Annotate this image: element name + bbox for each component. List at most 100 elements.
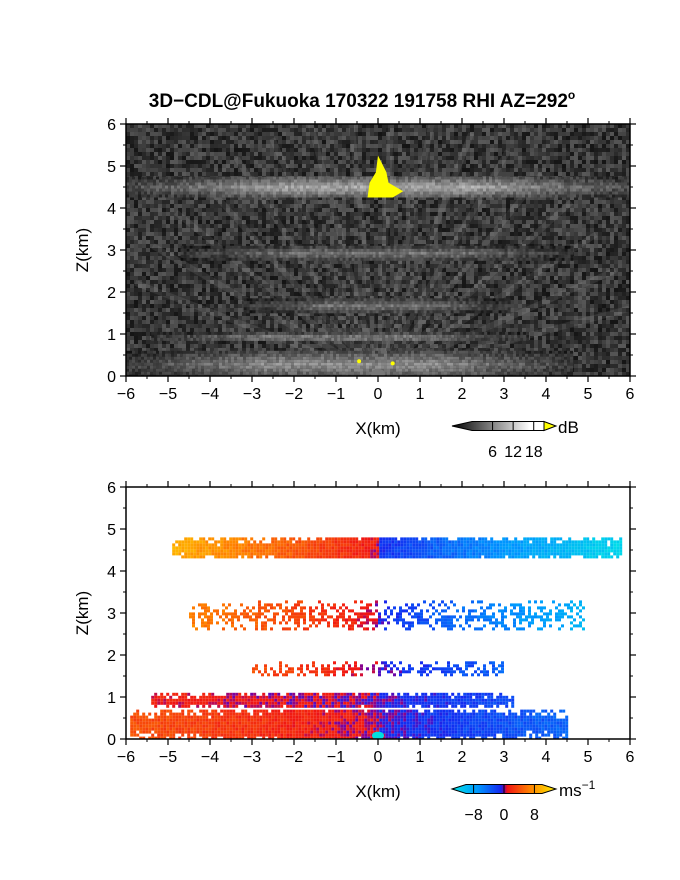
noise-cell [602, 124, 606, 128]
noise-cell [574, 240, 578, 244]
noise-cell [402, 268, 406, 272]
noise-cell [166, 220, 170, 224]
noise-cell [622, 256, 626, 260]
noise-cell [194, 196, 198, 200]
noise-cell [474, 144, 478, 148]
noise-cell [414, 268, 418, 272]
noise-cell [174, 268, 178, 272]
noise-cell [230, 220, 234, 224]
noise-cell [514, 268, 518, 272]
noise-cell [158, 216, 162, 220]
noise-cell [538, 232, 542, 236]
noise-cell [278, 220, 282, 224]
noise-cell [526, 156, 530, 160]
noise-cell [438, 156, 442, 160]
noise-cell [522, 164, 526, 168]
noise-cell [174, 216, 178, 220]
noise-cell [494, 148, 498, 152]
noise-cell [470, 156, 474, 160]
noise-cell [198, 204, 202, 208]
noise-cell [590, 128, 594, 132]
noise-cell [154, 244, 158, 248]
noise-cell [138, 228, 142, 232]
noise-cell [378, 148, 382, 152]
noise-cell [354, 228, 358, 232]
noise-cell [326, 196, 330, 200]
noise-cell [422, 124, 426, 128]
noise-cell [250, 204, 254, 208]
noise-cell [282, 276, 286, 280]
noise-cell [426, 128, 430, 132]
noise-cell [434, 240, 438, 244]
noise-cell [574, 196, 578, 200]
noise-cell [582, 128, 586, 132]
noise-cell [162, 228, 166, 232]
noise-cell [354, 156, 358, 160]
noise-cell [274, 132, 278, 136]
noise-cell [626, 276, 630, 280]
noise-cell [214, 224, 218, 228]
noise-cell [394, 196, 398, 200]
noise-cell [382, 260, 386, 264]
noise-cell [382, 136, 386, 140]
noise-cell [422, 240, 426, 244]
noise-cell [422, 156, 426, 160]
noise-cell [290, 160, 294, 164]
noise-cell [190, 148, 194, 152]
noise-cell [598, 172, 602, 176]
noise-cell [474, 200, 478, 204]
noise-cell [590, 148, 594, 152]
noise-cell [590, 232, 594, 236]
noise-cell [162, 172, 166, 176]
noise-cell [166, 252, 170, 256]
noise-cell [602, 228, 606, 232]
noise-cell [522, 224, 526, 228]
noise-cell [418, 172, 422, 176]
noise-cell [622, 228, 626, 232]
noise-cell [498, 228, 502, 232]
noise-cell [314, 128, 318, 132]
noise-cell [330, 232, 334, 236]
noise-cell [562, 168, 566, 172]
noise-cell [538, 196, 542, 200]
noise-cell [454, 148, 458, 152]
noise-cell [174, 260, 178, 264]
noise-cell [518, 160, 522, 164]
noise-cell [402, 204, 406, 208]
noise-cell [294, 196, 298, 200]
noise-cell [610, 160, 614, 164]
noise-cell [350, 260, 354, 264]
noise-cell [550, 136, 554, 140]
noise-cell [326, 132, 330, 136]
noise-cell [522, 232, 526, 236]
noise-cell [254, 148, 258, 152]
noise-cell [318, 148, 322, 152]
noise-cell [342, 212, 346, 216]
noise-cell [562, 132, 566, 136]
noise-cell [622, 164, 626, 168]
noise-cell [334, 268, 338, 272]
noise-cell [166, 256, 170, 260]
noise-cell [566, 220, 570, 224]
noise-cell [518, 140, 522, 144]
noise-cell [374, 200, 378, 204]
noise-cell [246, 152, 250, 156]
noise-cell [174, 212, 178, 216]
noise-cell [450, 204, 454, 208]
noise-cell [622, 220, 626, 224]
noise-cell [618, 160, 622, 164]
noise-cell [330, 216, 334, 220]
noise-cell [274, 136, 278, 140]
noise-cell [126, 272, 130, 276]
noise-cell [558, 136, 562, 140]
noise-cell [506, 220, 510, 224]
noise-cell [502, 196, 506, 200]
noise-cell [354, 216, 358, 220]
noise-cell [298, 132, 302, 136]
noise-cell [582, 156, 586, 160]
noise-cell [126, 148, 130, 152]
noise-cell [294, 144, 298, 148]
noise-cell [334, 156, 338, 160]
noise-cell [534, 220, 538, 224]
noise-cell [390, 156, 394, 160]
